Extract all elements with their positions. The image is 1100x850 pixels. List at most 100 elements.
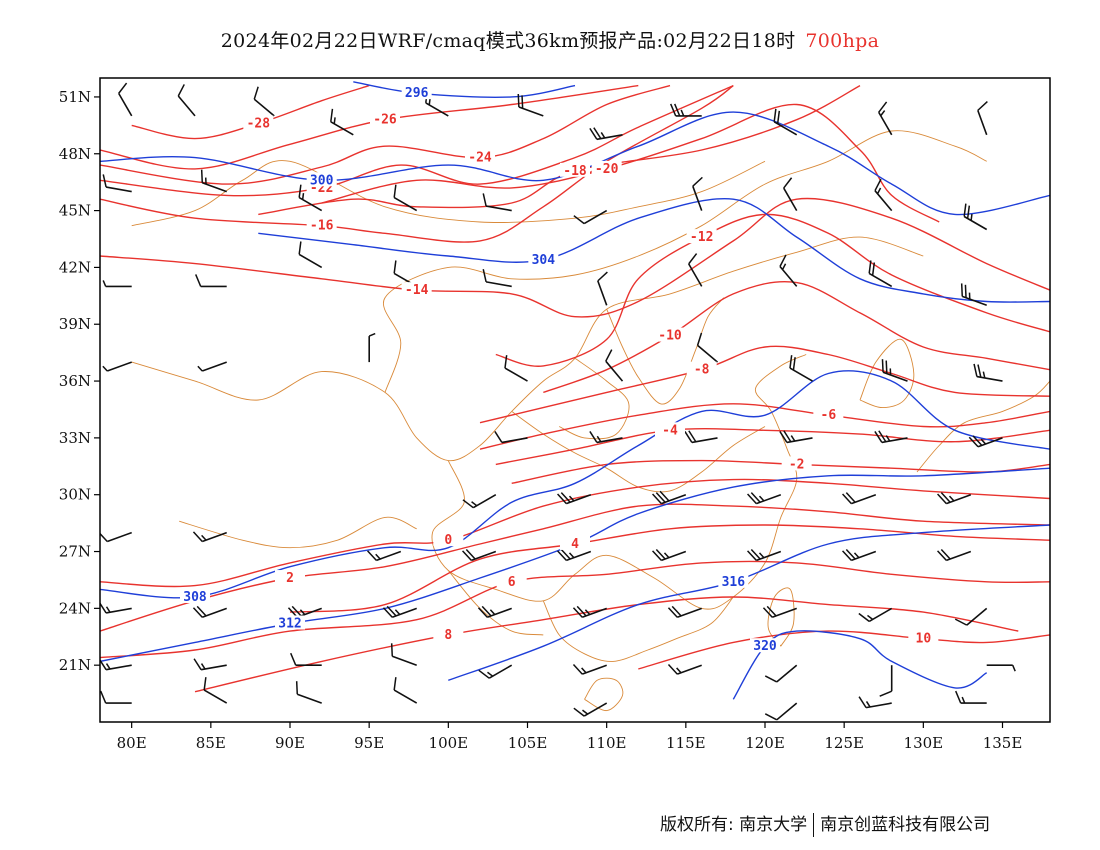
- border-line: [382, 130, 987, 393]
- country-borders: [131, 130, 1050, 712]
- wind-barb: [842, 548, 877, 562]
- temperature-label-bg: [496, 573, 527, 588]
- y-tick-label: 51N: [59, 88, 91, 106]
- border-line: [606, 297, 725, 405]
- wind-barb: [572, 664, 607, 675]
- wind-barb: [557, 548, 592, 562]
- border-line: [859, 338, 915, 409]
- border-line: [542, 596, 734, 662]
- temperature-label: -18: [563, 164, 587, 179]
- wind-barb: [779, 430, 813, 444]
- temperature-isotherm: [100, 85, 734, 243]
- y-tick-label: 36N: [59, 372, 91, 390]
- temperature-label: -24: [468, 151, 492, 166]
- border-line: [559, 357, 630, 440]
- border-line: [447, 570, 544, 636]
- wind-barb: [100, 690, 132, 704]
- temperature-label-bg: [243, 115, 274, 130]
- wind-barb: [100, 601, 132, 614]
- wind-barb: [200, 169, 227, 193]
- y-tick-label: 27N: [59, 543, 91, 561]
- wind-barb: [968, 435, 1003, 448]
- wind-barb: [783, 177, 798, 212]
- border-line: [767, 587, 795, 647]
- height-label-bg: [180, 588, 210, 603]
- wind-barb: [842, 492, 877, 505]
- wind-barb: [100, 531, 132, 543]
- wind-barb: [367, 550, 402, 562]
- wind-barb: [747, 492, 782, 505]
- temperature-label-bg: [655, 327, 685, 342]
- temperature-label: -20: [595, 162, 619, 177]
- wind-barb: [393, 677, 418, 704]
- wind-barb: [937, 548, 972, 562]
- wind-barb: [779, 254, 798, 287]
- temperature-label-bg: [781, 456, 812, 471]
- footer-divider: [813, 813, 815, 837]
- height-label: 300: [310, 173, 334, 188]
- wind-barb: [597, 271, 608, 306]
- height-contour: [353, 81, 576, 98]
- wind-barb: [177, 84, 196, 117]
- height-label-bg: [750, 638, 780, 653]
- wind-barb: [960, 283, 987, 307]
- temperature-label: 2: [286, 571, 294, 586]
- wind-barb: [858, 607, 893, 623]
- temperature-label: 6: [508, 575, 516, 590]
- wind-barb: [874, 430, 908, 444]
- height-label: 320: [753, 639, 777, 654]
- x-tick-label: 85E: [196, 734, 226, 752]
- wind-barb: [954, 607, 988, 626]
- temperature-label: -14: [405, 283, 429, 298]
- wind-barb: [667, 605, 702, 619]
- wind-barb: [478, 664, 513, 679]
- temperature-label: 8: [444, 628, 452, 643]
- wind-barb: [102, 174, 132, 193]
- title-main: 2024年02月22日WRF/cmaq模式36km预报产品:02月22日18时: [220, 30, 796, 52]
- temperature-label: -12: [690, 230, 713, 245]
- temperature-label: -28: [247, 116, 271, 131]
- plot-frame: [99, 77, 1051, 723]
- wind-barb: [696, 332, 719, 363]
- wind-barb: [572, 605, 607, 619]
- height-label: 312: [278, 617, 301, 632]
- x-tick-label: 80E: [117, 734, 147, 752]
- temperature-label-bg: [591, 160, 622, 175]
- temperature-label-bg: [813, 407, 844, 422]
- wind-barb: [195, 274, 227, 288]
- temperature-isotherm: [479, 345, 1050, 424]
- temperature-label-bg: [401, 282, 432, 297]
- height-label: 308: [183, 590, 207, 605]
- height-contour: [258, 198, 1050, 303]
- height-label-bg: [401, 85, 432, 100]
- x-tick-label: 105E: [508, 734, 548, 752]
- temperature-isotherm: [100, 84, 639, 170]
- wind-barb: [330, 108, 354, 136]
- y-tick-label: 39N: [59, 315, 91, 333]
- temperature-label: -8: [694, 363, 710, 378]
- temperature-label-bg: [560, 535, 590, 550]
- border-line: [916, 380, 1050, 473]
- contour-labels: -28 -26-24-22-20-18-16-14-12-10-8-6-4-202…: [180, 85, 939, 654]
- wind-barb: [878, 101, 893, 136]
- wind-barb: [667, 664, 702, 675]
- temperature-label: -6: [821, 408, 837, 423]
- wind-barb: [462, 494, 497, 509]
- wind-barb: [193, 658, 227, 671]
- wind-barb: [462, 548, 497, 562]
- temperature-isotherm: [638, 630, 1050, 670]
- wind-barb: [692, 176, 703, 211]
- wind-barb: [504, 355, 528, 382]
- wind-barb: [102, 361, 132, 372]
- wind-barb: [295, 681, 322, 704]
- wind-barb: [977, 101, 988, 136]
- wind-barb: [937, 492, 972, 505]
- wind-barb: [290, 652, 322, 667]
- temperature-isotherm: [100, 503, 1050, 632]
- y-tick-label: 21N: [59, 656, 91, 674]
- wind-barb: [747, 548, 782, 562]
- temperature-label: 10: [916, 632, 932, 647]
- wind-barb: [298, 184, 323, 212]
- temperature-label: -2: [789, 457, 805, 472]
